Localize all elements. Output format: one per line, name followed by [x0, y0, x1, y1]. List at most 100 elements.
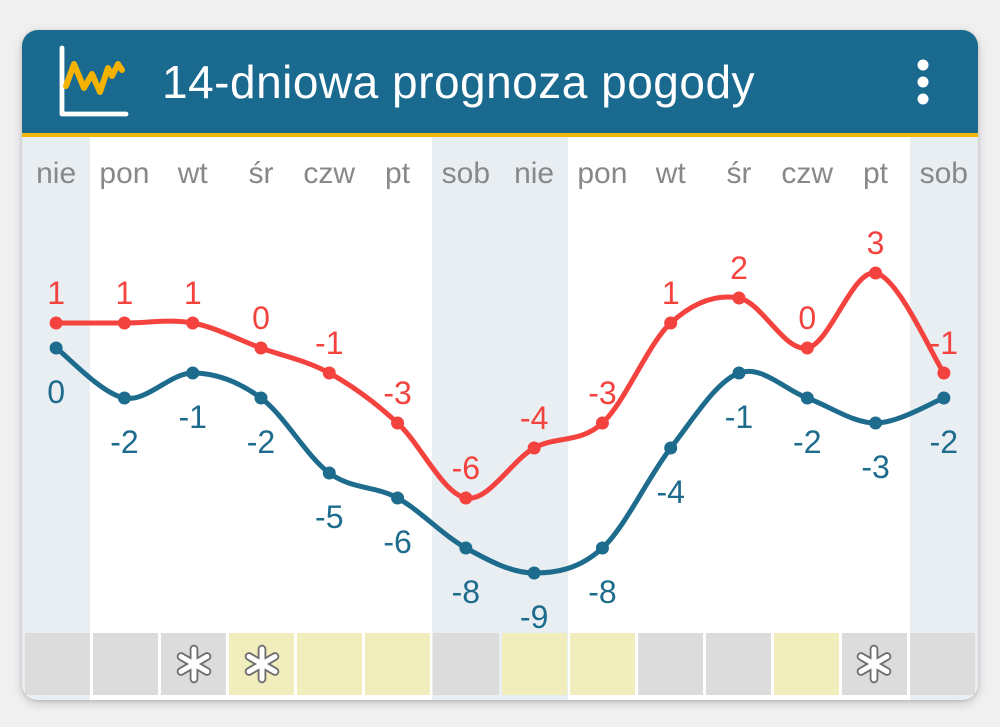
low-temperature-line: [53, 345, 947, 576]
high-value-label-6: -6: [452, 450, 480, 486]
low-point-3: [254, 391, 268, 405]
low-point-1: [117, 391, 131, 405]
day-label-6: sob: [441, 157, 491, 190]
low-value-label-11: -2: [793, 424, 821, 460]
low-point-5: [391, 491, 405, 505]
low-point-13: [937, 391, 951, 405]
high-value-label-5: -3: [383, 375, 411, 411]
snowflake-icon: [244, 644, 280, 684]
high-point-6: [459, 491, 473, 505]
day-label-8: pon: [577, 157, 628, 190]
high-point-5: [391, 416, 405, 430]
high-point-4: [322, 366, 336, 380]
snowflake-icon: [176, 644, 211, 684]
forecast-cell-8-pon: [569, 633, 635, 695]
low-point-8: [595, 541, 609, 555]
high-value-label-0: 1: [47, 275, 65, 311]
low-value-label-13: -2: [930, 424, 958, 460]
forecast-cell-1-pon: [93, 633, 159, 695]
high-point-12: [869, 266, 883, 280]
low-point-0: [49, 341, 63, 355]
high-point-2: [186, 316, 200, 330]
low-point-6: [459, 541, 473, 555]
low-value-label-12: -3: [861, 449, 889, 485]
weekend-band: [500, 137, 569, 700]
widget-header: 14-dniowa prognoza pogody: [22, 30, 978, 133]
low-value-label-8: -8: [588, 574, 616, 610]
low-value-label-3: -2: [247, 424, 275, 460]
day-label-2: wt: [177, 157, 208, 190]
high-value-label-8: -3: [588, 375, 616, 411]
forecast-cell-4-czw: [297, 633, 363, 695]
high-point-1: [117, 316, 131, 330]
high-value-label-12: 3: [867, 225, 885, 261]
low-value-label-0: 0: [47, 374, 65, 410]
low-value-label-9: -4: [656, 474, 684, 510]
day-label-5: pt: [385, 157, 411, 190]
day-label-7: nie: [514, 157, 555, 190]
high-value-label-13: -1: [930, 325, 958, 361]
high-value-label-2: 1: [184, 275, 202, 311]
weekend-band: [909, 137, 978, 700]
high-point-8: [595, 416, 609, 430]
day-label-10: śr: [726, 157, 752, 190]
low-point-9: [664, 441, 678, 455]
forecast-cell-5-pt: [365, 633, 431, 695]
low-value-label-10: -1: [725, 399, 753, 435]
high-value-label-4: -1: [315, 325, 343, 361]
day-labels-row: nie pon wt śr czw pt sob nie pon wt śr czw pt sob: [22, 149, 978, 199]
forecast-cell-2-wt: [161, 633, 227, 695]
forecast-cell-9-wt: [637, 633, 703, 695]
forecast-cell-11-czw: [773, 633, 839, 695]
forecast-icon-row: [22, 633, 978, 700]
low-value-label-2: -1: [178, 399, 206, 435]
forecast-cell-13-sob: [910, 633, 976, 695]
low-point-7: [527, 566, 541, 580]
low-value-label-1: -2: [110, 424, 138, 460]
high-value-label-9: 1: [662, 275, 680, 311]
forecast-cell-6-sob: [433, 633, 499, 695]
day-label-3: śr: [248, 157, 274, 190]
high-point-0: [49, 316, 63, 330]
low-value-label-4: -5: [315, 499, 343, 535]
gold-divider: [22, 133, 978, 137]
forecast-cell-3-śr: [229, 633, 295, 695]
high-point-3: [254, 341, 268, 355]
high-point-7: [527, 441, 541, 455]
high-value-label-10: 2: [730, 250, 748, 286]
high-value-label-1: 1: [116, 275, 134, 311]
high-value-label-3: 0: [252, 300, 270, 336]
low-point-10: [732, 366, 746, 380]
forecast-cell-7-nie: [501, 633, 567, 695]
high-point-9: [664, 316, 678, 330]
line-chart-icon: [59, 45, 129, 116]
high-value-label-11: 0: [798, 300, 816, 336]
low-value-label-5: -6: [383, 524, 411, 560]
high-value-label-7: -4: [520, 400, 548, 436]
low-value-label-6: -8: [452, 574, 480, 610]
high-point-13: [937, 366, 951, 380]
weather-widget-card: 14-dniowa prognoza pogody nie pon wt śr czw p…: [22, 30, 978, 700]
day-label-12: pt: [863, 157, 889, 190]
day-label-9: wt: [655, 157, 686, 190]
widget-title: 14-dniowa prognoza pogody: [162, 55, 756, 108]
low-point-2: [186, 366, 200, 380]
weekend-band: [431, 137, 500, 700]
day-label-1: pon: [99, 157, 150, 190]
forecast-cell-10-śr: [705, 633, 771, 695]
low-value-label-7: -9: [520, 599, 548, 633]
day-label-4: czw: [303, 157, 356, 190]
temperature-chart: 1 1 1 0 -1 -3 -6 -4 -3 1 2 0 3 -1 0 -2 -1 -2 -5 -6 -8 -9 -8 -4 -…: [47, 225, 958, 633]
day-label-13: sob: [919, 157, 968, 190]
low-point-4: [322, 466, 336, 480]
forecast-cell-12-pt: [841, 633, 908, 695]
low-point-11: [800, 391, 814, 405]
snowflake-icon: [857, 644, 892, 684]
day-label-11: czw: [781, 157, 834, 190]
high-point-10: [732, 291, 746, 305]
high-point-11: [800, 341, 814, 355]
day-label-0: nie: [36, 157, 77, 190]
kebab-menu-icon: [917, 59, 929, 104]
kebab-menu-button[interactable]: [912, 55, 934, 109]
